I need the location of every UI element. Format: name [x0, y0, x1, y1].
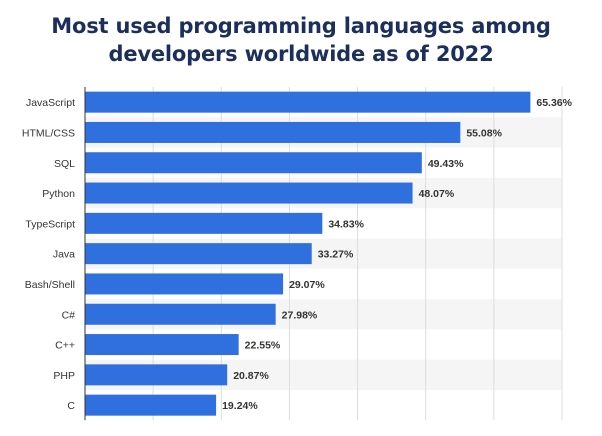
category-label: JavaScript — [26, 97, 75, 109]
bar-typescript — [85, 212, 323, 234]
bar-python — [85, 182, 413, 204]
value-label: 49.43% — [428, 158, 464, 170]
category-label: Java — [53, 249, 75, 261]
bar-sql — [85, 152, 422, 174]
bar-c- — [85, 303, 276, 325]
value-label: 55.08% — [466, 127, 502, 139]
value-label: 48.07% — [419, 188, 455, 200]
category-label: PHP — [53, 370, 75, 382]
value-label: 19.24% — [222, 400, 258, 412]
category-label: C — [67, 400, 75, 412]
category-label: Bash/Shell — [25, 279, 75, 291]
category-label: Python — [42, 188, 75, 200]
bar-javascript — [85, 91, 531, 113]
bar-c- — [85, 334, 239, 356]
value-label: 33.27% — [318, 249, 354, 261]
category-labels: JavaScript HTML/CSS SQL Python TypeScript Jav… — [22, 97, 76, 412]
bar-java — [85, 243, 312, 265]
category-label: C++ — [55, 340, 75, 352]
chart-title: Most used programming languages among de… — [40, 12, 562, 68]
value-label: 27.98% — [282, 309, 318, 321]
category-label: TypeScript — [25, 218, 75, 230]
category-label: SQL — [54, 158, 75, 170]
bars — [85, 91, 531, 416]
chart-title-line-2: developers worldwide as of 2022 — [108, 42, 494, 66]
bar-c — [85, 394, 217, 416]
category-label: C# — [62, 309, 76, 321]
value-labels: 65.36% 55.08% 49.43% 48.07% 34.83% 33.27% 29.0… — [222, 97, 573, 412]
value-label: 29.07% — [289, 279, 325, 291]
value-label: 65.36% — [536, 97, 572, 109]
value-label: 22.55% — [245, 340, 281, 352]
value-label: 34.83% — [328, 218, 364, 230]
bar-bash-shell — [85, 273, 284, 295]
chart-title-line-1: Most used programming languages among — [51, 14, 551, 38]
category-label: HTML/CSS — [22, 127, 75, 139]
value-label: 20.87% — [233, 370, 269, 382]
bar-php — [85, 364, 228, 386]
bar-html-css — [85, 121, 461, 143]
